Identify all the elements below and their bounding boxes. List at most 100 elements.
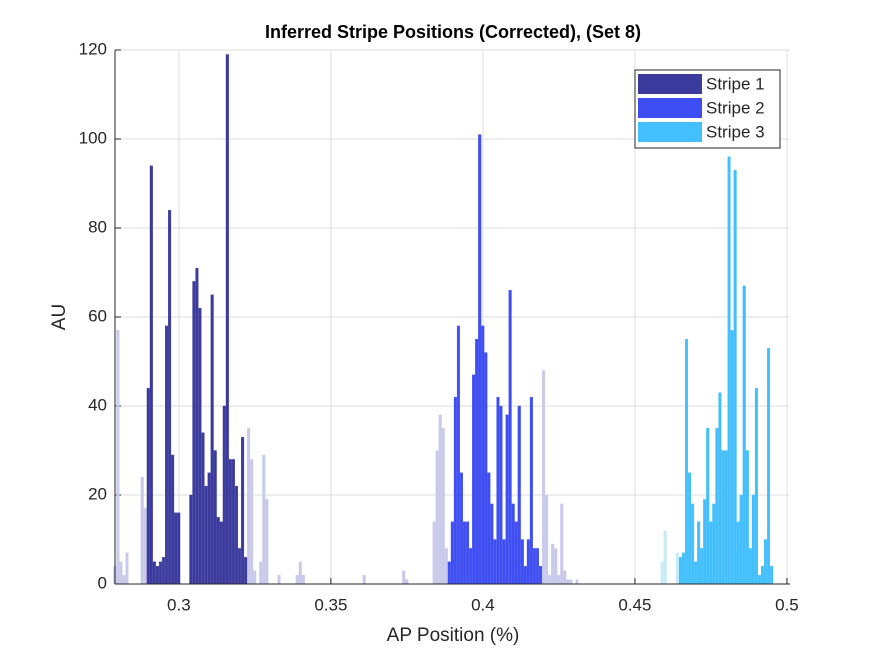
background-bar xyxy=(295,574,299,585)
bar xyxy=(158,561,162,585)
background-bar xyxy=(551,543,555,585)
bar xyxy=(745,450,749,585)
bar xyxy=(721,450,725,585)
bar xyxy=(764,539,768,585)
x-tick-label: 0.35 xyxy=(314,595,347,614)
bar xyxy=(678,557,682,585)
bar xyxy=(161,557,166,585)
bar xyxy=(517,405,521,585)
background-bar xyxy=(405,579,409,585)
bar xyxy=(237,548,242,585)
bar xyxy=(700,548,704,585)
bar xyxy=(490,503,494,585)
bar xyxy=(687,472,692,585)
bar xyxy=(715,428,719,585)
bar xyxy=(195,267,199,585)
x-axis-label: AP Position (%) xyxy=(387,625,520,646)
x-tick-label: 0.4 xyxy=(471,595,495,614)
bar xyxy=(472,374,476,585)
bar xyxy=(484,352,488,585)
x-tick-label: 0.45 xyxy=(618,595,651,614)
legend: Stripe 1 Stripe 2 Stripe 3 xyxy=(634,69,781,149)
bar xyxy=(724,450,728,585)
background-bar xyxy=(563,570,567,585)
background-bar xyxy=(554,548,558,585)
bar xyxy=(508,290,512,585)
bar xyxy=(760,566,765,585)
background-bar xyxy=(542,370,546,585)
legend-label: Stripe 1 xyxy=(706,74,765,93)
bar xyxy=(228,459,232,585)
background-bar xyxy=(119,561,123,585)
background-bar xyxy=(675,552,679,585)
background-bar xyxy=(277,574,281,585)
bar xyxy=(539,566,543,585)
bar xyxy=(466,521,470,585)
y-tick-label: 80 xyxy=(88,217,107,236)
bar xyxy=(149,165,153,585)
bar xyxy=(478,134,482,585)
bar xyxy=(684,339,688,585)
bar xyxy=(168,210,172,585)
bar xyxy=(198,307,202,585)
bar xyxy=(171,454,175,585)
bar xyxy=(520,539,524,585)
bar xyxy=(165,325,169,585)
y-tick-label: 100 xyxy=(79,128,107,147)
bar xyxy=(192,281,196,585)
bar xyxy=(487,472,491,585)
bar xyxy=(152,561,156,585)
background-bar xyxy=(247,428,251,585)
bar xyxy=(712,503,716,585)
bar xyxy=(736,521,740,585)
background-bar xyxy=(435,450,439,585)
bar xyxy=(456,325,460,585)
background-bar xyxy=(253,570,257,585)
bar xyxy=(697,521,701,585)
background-bar xyxy=(441,428,445,585)
chart-title: Inferred Stripe Positions (Corrected), (… xyxy=(265,22,641,42)
bar xyxy=(770,566,774,585)
bar xyxy=(681,552,685,585)
background-bar xyxy=(259,561,263,585)
background-bar xyxy=(362,574,366,585)
bar xyxy=(727,156,731,585)
legend-swatch xyxy=(638,74,702,94)
bar xyxy=(502,539,506,585)
bar xyxy=(174,512,178,585)
bar xyxy=(210,294,214,585)
bar xyxy=(213,450,217,585)
background-bar xyxy=(566,579,570,585)
bar xyxy=(189,494,193,585)
bar xyxy=(225,54,229,585)
bar xyxy=(742,285,746,585)
bar xyxy=(244,557,248,585)
bar xyxy=(706,428,710,585)
x-tick-label: 0.3 xyxy=(167,595,191,614)
bar xyxy=(505,414,509,585)
bar xyxy=(703,499,707,585)
bar xyxy=(748,548,752,585)
bar xyxy=(481,325,485,585)
bar xyxy=(462,521,467,585)
bar xyxy=(514,521,518,585)
bar xyxy=(535,548,540,585)
bar xyxy=(532,548,536,585)
y-tick-label: 40 xyxy=(88,395,107,414)
legend-swatch xyxy=(638,122,702,142)
bar xyxy=(718,392,722,585)
y-tick-label: 60 xyxy=(88,306,107,325)
bar xyxy=(694,561,698,585)
background-bar xyxy=(444,548,448,585)
bar xyxy=(526,539,530,585)
background-bar xyxy=(560,503,564,585)
background-bar xyxy=(575,579,579,585)
bar xyxy=(146,388,150,585)
background-bar xyxy=(262,454,266,585)
bar xyxy=(216,517,220,585)
bar xyxy=(241,436,245,585)
background-bar xyxy=(569,579,573,585)
background-bar xyxy=(125,552,129,585)
bar xyxy=(231,459,235,585)
